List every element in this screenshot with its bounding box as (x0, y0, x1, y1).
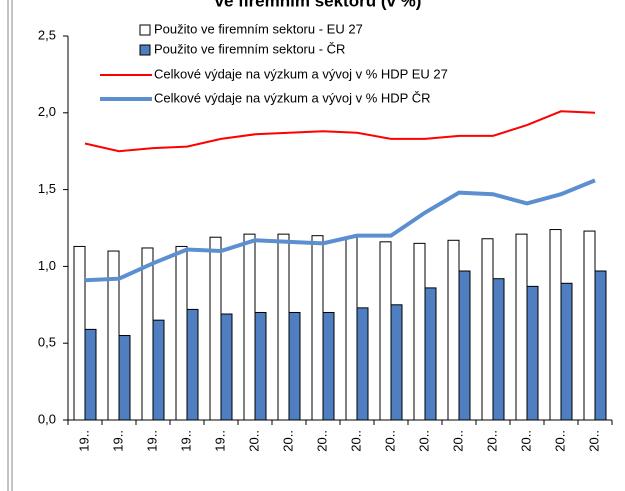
bar (492, 278, 505, 421)
y-tick-label: 0,5 (38, 335, 56, 350)
x-tick-label: 20.. (280, 430, 295, 452)
bar (413, 242, 426, 421)
x-tick-label: 19.. (76, 430, 91, 452)
bar (526, 285, 539, 421)
x-tick-label: 20.. (314, 430, 329, 452)
line-series (84, 178, 596, 283)
bar (209, 236, 222, 421)
bar (583, 230, 596, 421)
y-tick-label: 0,0 (38, 411, 56, 426)
legend-label: Celkové výdaje na výzkum a vývoj v % HDP… (154, 90, 430, 105)
bar (549, 229, 562, 421)
bar (390, 304, 403, 421)
legend-label: Použito ve firemním sektoru - ČR (154, 41, 345, 56)
bar (152, 319, 165, 421)
bar (186, 308, 199, 421)
bar (220, 313, 233, 421)
bar (288, 311, 301, 421)
bar (594, 270, 607, 421)
legend-label: Použito ve firemním sektoru - EU 27 (154, 21, 363, 36)
x-tick-label: 20.. (484, 430, 499, 452)
bar (141, 247, 154, 421)
y-tick-label: 1,5 (38, 181, 56, 196)
x-tick-label: 20.. (552, 430, 567, 452)
x-tick-label: 20.. (518, 430, 533, 452)
chart-title: ve firemním sektoru (v %) (215, 0, 422, 10)
y-tick-label: 2,5 (38, 27, 56, 42)
x-tick-label: 20.. (382, 430, 397, 452)
bar (458, 270, 471, 421)
bar (107, 250, 120, 421)
bar (560, 282, 573, 421)
bar (311, 235, 324, 421)
x-tick-label: 20.. (586, 430, 601, 452)
x-tick-label: 20.. (416, 430, 431, 452)
x-tick-label: 19.. (144, 430, 159, 452)
x-tick-label: 19.. (212, 430, 227, 452)
bar (175, 245, 188, 421)
x-tick-label: 20.. (450, 430, 465, 452)
legend-swatch (139, 24, 151, 36)
legend-label: Celkové výdaje na výzkum a vývoj v % HDP… (154, 66, 448, 81)
bar (481, 238, 494, 421)
y-tick-label: 1,0 (38, 258, 56, 273)
bar (515, 233, 528, 421)
legend-swatch (139, 44, 151, 56)
x-tick-label: 19.. (110, 430, 125, 452)
x-tick-label: 20.. (348, 430, 363, 452)
bar (277, 233, 290, 421)
bar (379, 241, 392, 421)
bar (424, 287, 437, 421)
bar (447, 239, 460, 421)
x-tick-label: 20.. (246, 430, 261, 452)
bar (84, 328, 97, 421)
x-tick-label: 19.. (178, 430, 193, 452)
bar (254, 311, 267, 421)
bar (345, 236, 358, 421)
bar (243, 233, 256, 421)
bar (356, 307, 369, 421)
bar (73, 245, 86, 421)
y-tick-label: 2,0 (38, 104, 56, 119)
line-series (84, 110, 596, 153)
bar (322, 311, 335, 421)
bar (118, 335, 131, 421)
